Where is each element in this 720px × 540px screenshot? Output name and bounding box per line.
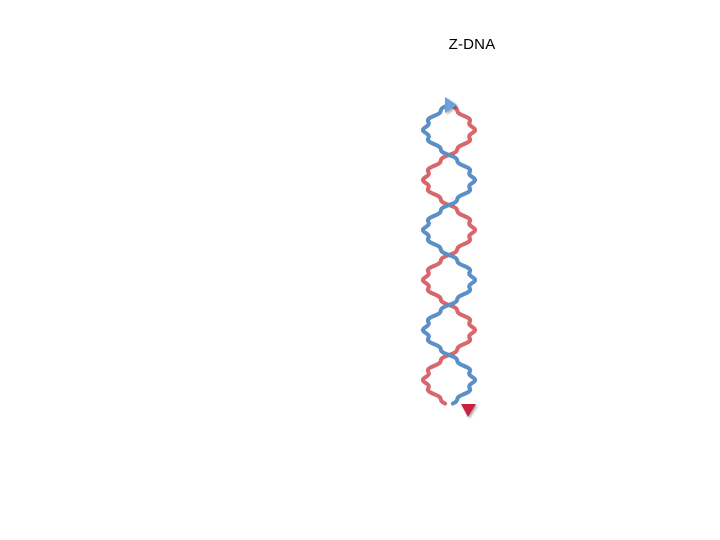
strand-a: [423, 105, 475, 404]
strand-b-end-arrow-icon: [461, 404, 476, 417]
